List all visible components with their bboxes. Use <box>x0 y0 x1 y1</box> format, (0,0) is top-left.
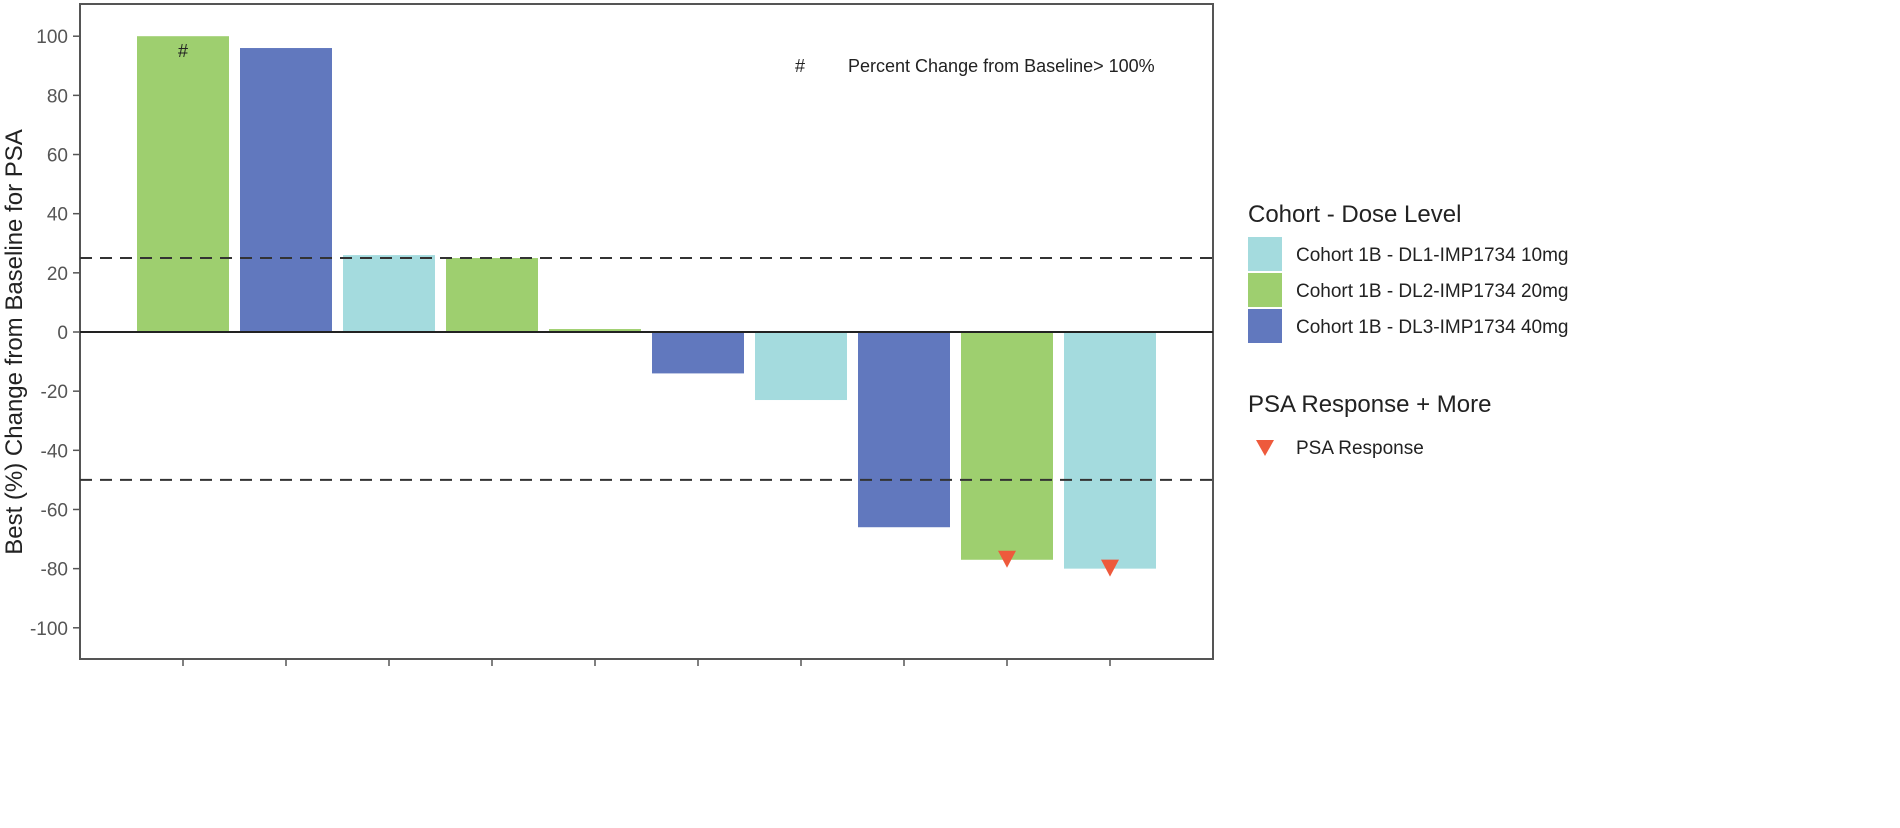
legend-cohort-title: Cohort - Dose Level <box>1248 201 1461 228</box>
legend-response-title: PSA Response + More <box>1248 391 1491 418</box>
bar-marker-label: # <box>178 41 188 61</box>
annotation-symbol: # <box>795 56 805 76</box>
y-tick-label: 40 <box>47 205 68 226</box>
legend-psa-response-icon <box>1256 440 1274 456</box>
psa-response-marker <box>998 550 1016 568</box>
psa-response-marker <box>1101 559 1119 577</box>
y-tick-label: -100 <box>30 619 68 640</box>
y-tick-label: 0 <box>57 323 68 344</box>
legend-cohort-label: Cohort 1B - DL1-IMP1734 10mg <box>1296 245 1568 266</box>
legend-swatch-1 <box>1248 237 1282 271</box>
y-tick-label: -60 <box>41 500 68 521</box>
annotation-text: Percent Change from Baseline> 100% <box>848 56 1155 76</box>
bar-10 <box>1064 332 1156 569</box>
legend-cohort-label: Cohort 1B - DL2-IMP1734 20mg <box>1296 281 1568 302</box>
y-tick-label: 100 <box>36 27 68 48</box>
legend-cohort-label: Cohort 1B - DL3-IMP1734 40mg <box>1296 317 1568 338</box>
bar-3 <box>343 255 435 332</box>
y-tick-label: 60 <box>47 146 68 167</box>
y-tick-label: -20 <box>41 382 68 403</box>
bar-9 <box>961 332 1053 560</box>
y-tick-label: 20 <box>47 264 68 285</box>
bar-8 <box>858 332 950 528</box>
legend-response-label: PSA Response <box>1296 438 1424 459</box>
y-tick-label: -80 <box>41 560 68 581</box>
bar-2 <box>240 48 332 332</box>
bar-6 <box>652 332 744 374</box>
bar-4 <box>446 258 538 332</box>
y-tick-label: -40 <box>41 441 68 462</box>
y-tick-label: 80 <box>47 86 68 107</box>
bar-5 <box>549 329 641 332</box>
legend-swatch-3 <box>1248 309 1282 343</box>
bar-7 <box>755 332 847 401</box>
legend-swatch-2 <box>1248 273 1282 307</box>
y-axis-title: Best (%) Change from Baseline for PSA <box>1 129 28 555</box>
bar-1 <box>137 36 229 332</box>
